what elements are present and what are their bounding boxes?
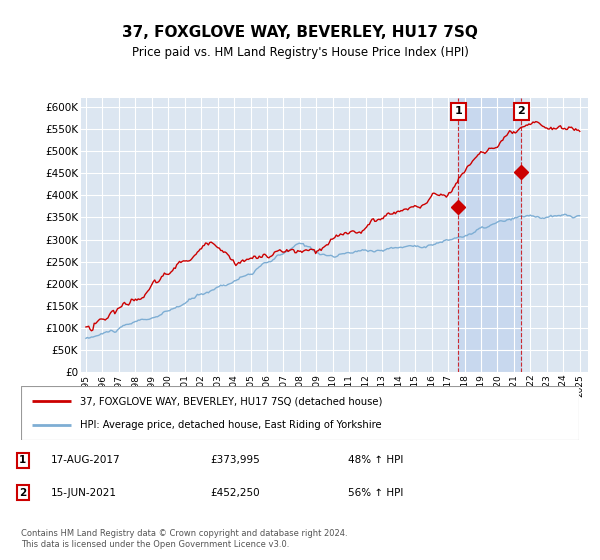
Text: 1: 1 xyxy=(19,455,26,465)
Text: 37, FOXGLOVE WAY, BEVERLEY, HU17 7SQ: 37, FOXGLOVE WAY, BEVERLEY, HU17 7SQ xyxy=(122,25,478,40)
Text: 15-JUN-2021: 15-JUN-2021 xyxy=(51,488,117,498)
Text: 1: 1 xyxy=(455,106,463,116)
Text: 37, FOXGLOVE WAY, BEVERLEY, HU17 7SQ (detached house): 37, FOXGLOVE WAY, BEVERLEY, HU17 7SQ (de… xyxy=(80,396,382,407)
Text: HPI: Average price, detached house, East Riding of Yorkshire: HPI: Average price, detached house, East… xyxy=(80,419,381,430)
Text: £452,250: £452,250 xyxy=(210,488,260,498)
Text: 2: 2 xyxy=(19,488,26,498)
Text: Contains HM Land Registry data © Crown copyright and database right 2024.
This d: Contains HM Land Registry data © Crown c… xyxy=(21,529,347,549)
Text: 48% ↑ HPI: 48% ↑ HPI xyxy=(348,455,403,465)
Bar xyxy=(458,98,521,372)
Text: 17-AUG-2017: 17-AUG-2017 xyxy=(51,455,121,465)
Text: Price paid vs. HM Land Registry's House Price Index (HPI): Price paid vs. HM Land Registry's House … xyxy=(131,46,469,59)
Text: £373,995: £373,995 xyxy=(210,455,260,465)
FancyBboxPatch shape xyxy=(21,386,579,440)
Text: 2: 2 xyxy=(518,106,526,116)
Text: 56% ↑ HPI: 56% ↑ HPI xyxy=(348,488,403,498)
